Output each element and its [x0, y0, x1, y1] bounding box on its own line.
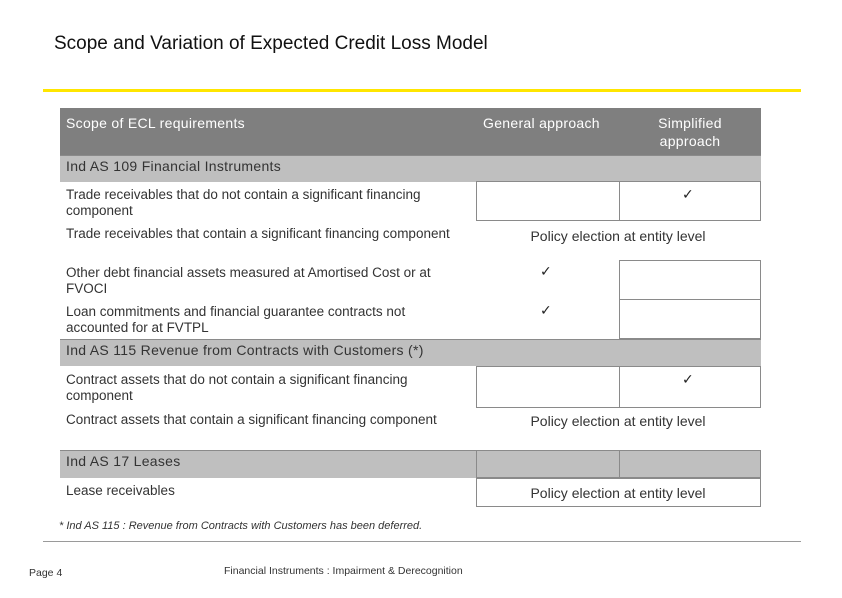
table-row-label: Lease receivables — [66, 483, 175, 498]
policy-election-text: Policy election at entity level — [530, 485, 706, 501]
general-approach-cell — [476, 366, 620, 408]
policy-election-text: Policy election at entity level — [530, 228, 706, 244]
accent-divider — [43, 89, 801, 92]
header-simplified-approach-line2: approach — [659, 133, 721, 149]
simplified-approach-cell — [619, 450, 761, 478]
table-row-label: Contract assets that contain a significa… — [66, 412, 437, 427]
simplified-approach-cell: ✓ — [619, 366, 761, 408]
checkmark-icon: ✓ — [540, 263, 552, 279]
checkmark-icon: ✓ — [540, 302, 552, 318]
section-row-ind-as-17: Ind AS 17 Leases — [60, 450, 761, 478]
table-row-label: Contract assets that do not contain a si… — [66, 372, 408, 403]
simplified-approach-cell — [619, 260, 761, 300]
section-row-ind-as-109: Ind AS 109 Financial Instruments — [60, 155, 761, 182]
section-title: Ind AS 17 Leases — [66, 453, 181, 469]
table-header: Scope of ECL requirements General approa… — [60, 108, 761, 155]
checkmark-icon: ✓ — [682, 186, 694, 202]
page-title: Scope and Variation of Expected Credit L… — [54, 33, 488, 54]
header-general-approach: General approach — [483, 115, 600, 131]
header-simplified-approach-line1: Simplified — [658, 115, 722, 131]
simplified-approach-cell: ✓ — [619, 181, 761, 221]
table-row-label: Trade receivables that contain a signifi… — [66, 226, 450, 241]
policy-election-text: Policy election at entity level — [530, 413, 706, 429]
table-row-label: Loan commitments and financial guarantee… — [66, 304, 406, 335]
footer-title: Financial Instruments : Impairment & Der… — [224, 565, 463, 577]
page-number: Page 4 — [29, 567, 63, 579]
table-row-label: Trade receivables that do not contain a … — [66, 187, 421, 218]
policy-election-cell — [476, 478, 761, 507]
section-title: Ind AS 115 Revenue from Contracts with C… — [66, 342, 424, 358]
section-row-ind-as-115: Ind AS 115 Revenue from Contracts with C… — [60, 339, 761, 366]
table-row-label: Other debt financial assets measured at … — [66, 265, 431, 296]
general-approach-cell — [476, 450, 620, 478]
header-scope: Scope of ECL requirements — [66, 115, 245, 131]
footnote: * Ind AS 115 : Revenue from Contracts wi… — [59, 520, 423, 532]
footer-divider — [43, 541, 801, 542]
checkmark-icon: ✓ — [682, 371, 694, 387]
general-approach-cell — [476, 181, 620, 221]
section-title: Ind AS 109 Financial Instruments — [66, 158, 282, 174]
simplified-approach-cell — [619, 299, 761, 339]
